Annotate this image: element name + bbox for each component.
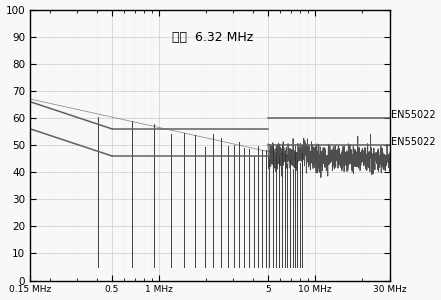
Text: EN55022: EN55022 <box>391 110 436 120</box>
Text: 频率  6.32 MHz: 频率 6.32 MHz <box>172 31 253 44</box>
Text: EN55022: EN55022 <box>391 137 436 147</box>
